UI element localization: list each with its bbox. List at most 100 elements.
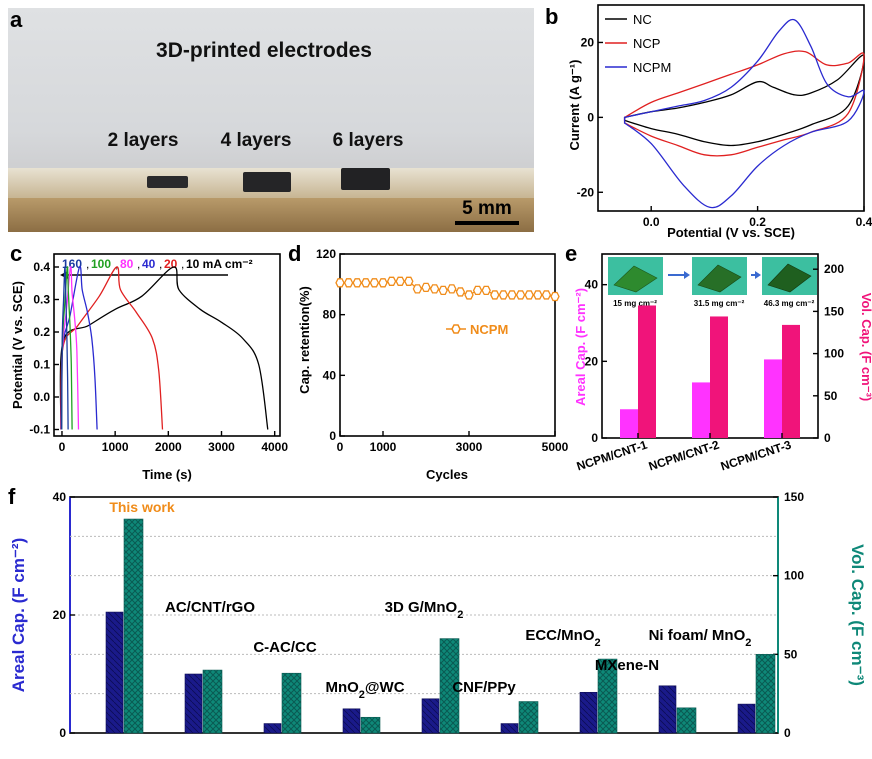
f-category-label: 3D G/MnO2 — [385, 599, 464, 621]
e-category-label: NCPM/CNT-1 — [575, 437, 649, 473]
retention-point — [412, 284, 423, 294]
c-xtick-label: 1000 — [102, 440, 129, 454]
inset-grid-2 — [697, 264, 742, 293]
rate-labels: 160 , 100 , 80 , 40 , 20 , 10 mA cm⁻² — [62, 257, 253, 271]
panel-c-ylabel: Potential (V vs. SCE) — [10, 281, 25, 409]
e-right-ytick-label: 150 — [824, 304, 844, 318]
f-areal-bar — [658, 685, 677, 734]
scale-bar — [455, 221, 519, 225]
electrode-4-layers — [243, 172, 291, 192]
f-right-ytick-label: 0 — [784, 726, 791, 740]
label-2-layers: 2 layers — [108, 130, 179, 151]
panel-f-letter: f — [8, 484, 16, 509]
inset-loading-1: 15 mg cm⁻² — [613, 299, 657, 308]
e-right-ytick-label: 100 — [824, 347, 844, 361]
legend-ncpm-d: NCPM — [470, 322, 508, 337]
e-areal-bar — [692, 382, 710, 438]
cv-curve-ncpm — [623, 18, 865, 209]
c-ytick-label: 0.1 — [33, 358, 50, 372]
retention-point — [352, 278, 362, 288]
e-category-label: NCPM/CNT-2 — [647, 437, 721, 473]
panel-b-ylabel: Current (A g⁻¹) — [567, 60, 582, 151]
f-vol-bar — [439, 638, 460, 734]
panel-b-xlabel: Potential (V vs. SCE) — [667, 225, 795, 240]
panel-c-letter: c — [10, 241, 22, 266]
f-vol-bar — [281, 672, 302, 734]
panel-e: e Areal Cap. (F cm⁻²) Vol. Cap. (F cm⁻³)… — [565, 241, 872, 474]
f-areal-bar — [579, 691, 598, 734]
e-category-label: NCPM/CNT-3 — [719, 437, 793, 473]
retention-point — [455, 287, 466, 297]
f-category-label: ECC/MnO2 — [525, 627, 600, 649]
this-work-label: This work — [109, 499, 175, 515]
b-xtick-label: 0.2 — [749, 215, 766, 229]
f-right-ytick-label: 100 — [784, 569, 804, 583]
gcd-curve-20 — [60, 266, 164, 430]
retention-point — [343, 278, 354, 288]
b-ytick-label: 0 — [587, 110, 594, 124]
panel-b-letter: b — [545, 4, 558, 29]
c-xtick-label: 0 — [59, 440, 66, 454]
b-ytick-label: -20 — [577, 185, 595, 199]
scale-bar-label: 5 mm — [462, 198, 512, 219]
e-left-ytick-label: 40 — [585, 278, 599, 292]
f-category-label: C-AC/CC — [253, 639, 316, 656]
retention-point — [464, 290, 474, 300]
retention-point — [378, 278, 388, 288]
retention-point — [550, 291, 560, 302]
inset-arrow-head-2 — [755, 271, 761, 279]
f-areal-bar — [737, 703, 756, 734]
rate-label-100: 100 — [91, 257, 111, 271]
f-right-ytick-label: 150 — [784, 490, 804, 504]
f-category-label: AC/CNT/rGO — [165, 599, 255, 616]
retention-point — [386, 276, 397, 286]
panel-e-letter: e — [565, 241, 577, 266]
f-vol-bar — [123, 518, 144, 734]
panel-e-ylabel-left: Areal Cap. (F cm⁻²) — [573, 288, 588, 406]
inset-loading-3: 46.3 mg cm⁻² — [764, 299, 815, 308]
e-areal-bar — [620, 409, 638, 438]
panel-d-legend: NCPM — [446, 322, 508, 337]
c-xtick-label: 2000 — [155, 440, 182, 454]
retention-point — [429, 284, 440, 294]
f-areal-bar — [342, 708, 361, 734]
retention-point — [395, 276, 405, 286]
e-vol-bar — [782, 324, 800, 438]
panel-b-frame — [597, 4, 865, 212]
legend-marker-ncpm-d — [451, 324, 461, 334]
cv-curve-ncp — [623, 50, 865, 157]
d-xtick-label: 1000 — [370, 440, 397, 454]
panel-d-ylabel: Cap. retention(%) — [297, 286, 312, 394]
f-left-ytick-label: 20 — [53, 608, 67, 622]
d-xtick-label: 5000 — [542, 440, 569, 454]
rate-comma: , — [159, 257, 162, 271]
inset-electrodes: 15 mg cm⁻² 31.5 mg cm⁻² 46.3 mg cm⁻² — [608, 257, 817, 308]
cv-curve-nc — [623, 54, 865, 147]
rate-comma: , — [181, 257, 184, 271]
label-4-layers: 4 layers — [221, 130, 292, 151]
electrode-2-layers — [147, 176, 188, 188]
legend-nc: NC — [633, 12, 652, 27]
photo-table-edge — [8, 198, 534, 232]
d-ytick-label: 120 — [316, 247, 336, 261]
legend-ncp: NCP — [633, 36, 660, 51]
panel-e-ylabel-right: Vol. Cap. (F cm⁻³) — [859, 293, 872, 401]
legend-ncpm: NCPM — [633, 60, 671, 75]
retention-point — [533, 290, 543, 300]
c-ytick-label: 0.0 — [33, 390, 50, 404]
f-category-label: MXene-N — [595, 657, 659, 674]
e-vol-bar — [710, 316, 728, 438]
e-right-ytick-label: 50 — [824, 389, 838, 403]
f-areal-bar — [500, 723, 519, 734]
rate-label-80: 80 — [120, 257, 134, 271]
retention-point — [361, 278, 371, 288]
panel-c-xlabel: Time (s) — [142, 467, 192, 482]
c-ytick-label: 0.2 — [33, 325, 50, 339]
f-areal-bar — [184, 673, 203, 734]
inset-grid-3 — [767, 263, 812, 293]
retention-point — [447, 284, 457, 294]
panel-d: d Cap. retention(%) Cycles NCPM 0 1000 300… — [288, 241, 569, 482]
panel-f: f Areal Cap. (F cm⁻²) Vol. Cap. (F cm⁻³)… — [8, 484, 867, 740]
e-right-ytick-label: 200 — [824, 262, 844, 276]
